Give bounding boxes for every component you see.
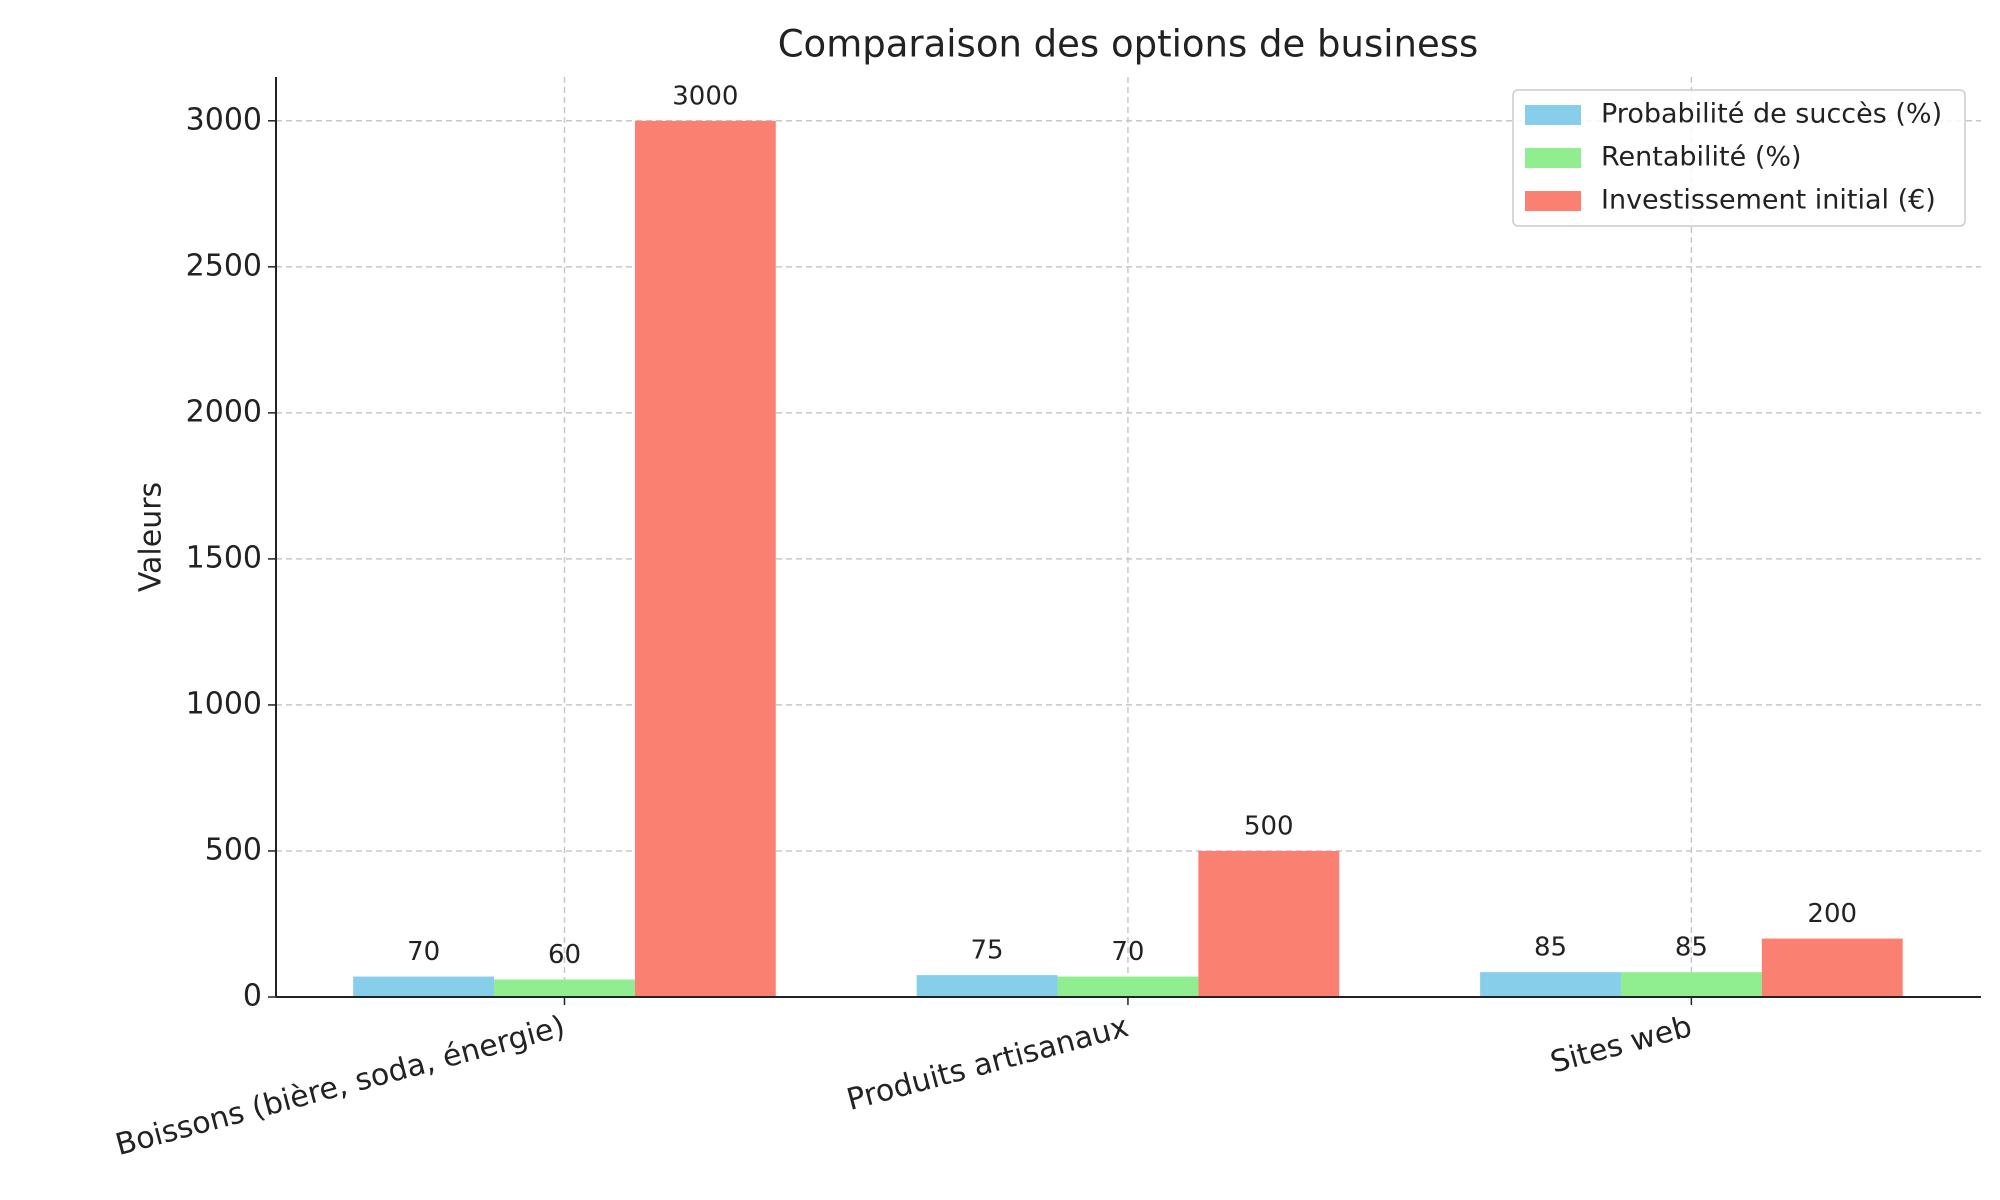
y-tick-label: 0: [243, 979, 262, 1014]
value-label: 70: [407, 937, 440, 967]
bar: [1480, 972, 1621, 997]
value-label: 75: [971, 936, 1004, 966]
bar: [353, 976, 495, 997]
bar: [1761, 938, 1903, 997]
bar: [634, 120, 776, 998]
bar: [1057, 976, 1199, 997]
legend-label: Probabilité de succès (%): [1601, 99, 1942, 130]
x-tick-label: Boissons (bière, soda, énergie): [112, 1009, 569, 1163]
y-tick-label: 500: [205, 832, 262, 867]
value-label: 70: [1111, 937, 1144, 967]
value-label: 60: [548, 940, 581, 970]
bar: [1198, 850, 1340, 997]
y-tick-label: 2000: [186, 394, 262, 429]
legend-swatch: [1525, 191, 1581, 211]
y-tick-label: 3000: [186, 102, 262, 137]
value-label: 3000: [672, 81, 738, 111]
y-tick-label: 2500: [186, 248, 262, 283]
legend-label: Investissement initial (€): [1601, 185, 1936, 216]
x-tick-label: Sites web: [1547, 1009, 1696, 1080]
bar: [494, 979, 635, 997]
bar: [1620, 972, 1762, 997]
value-label: 500: [1244, 811, 1294, 841]
legend-box: [1512, 89, 1966, 227]
y-tick-label: 1000: [186, 686, 262, 721]
legend-label: Rentabilité (%): [1601, 142, 1802, 173]
value-label: 200: [1807, 899, 1857, 929]
legend-swatch: [1525, 148, 1581, 168]
x-tick-label: Produits artisanaux: [843, 1009, 1132, 1118]
y-axis-label: Valeurs: [134, 482, 169, 592]
value-label: 85: [1534, 933, 1567, 963]
bar: [916, 975, 1058, 997]
y-tick-label: 1500: [186, 540, 262, 575]
value-label: 85: [1675, 933, 1708, 963]
chart-title: Comparaison des options de business: [778, 23, 1479, 66]
legend-swatch: [1525, 105, 1581, 125]
